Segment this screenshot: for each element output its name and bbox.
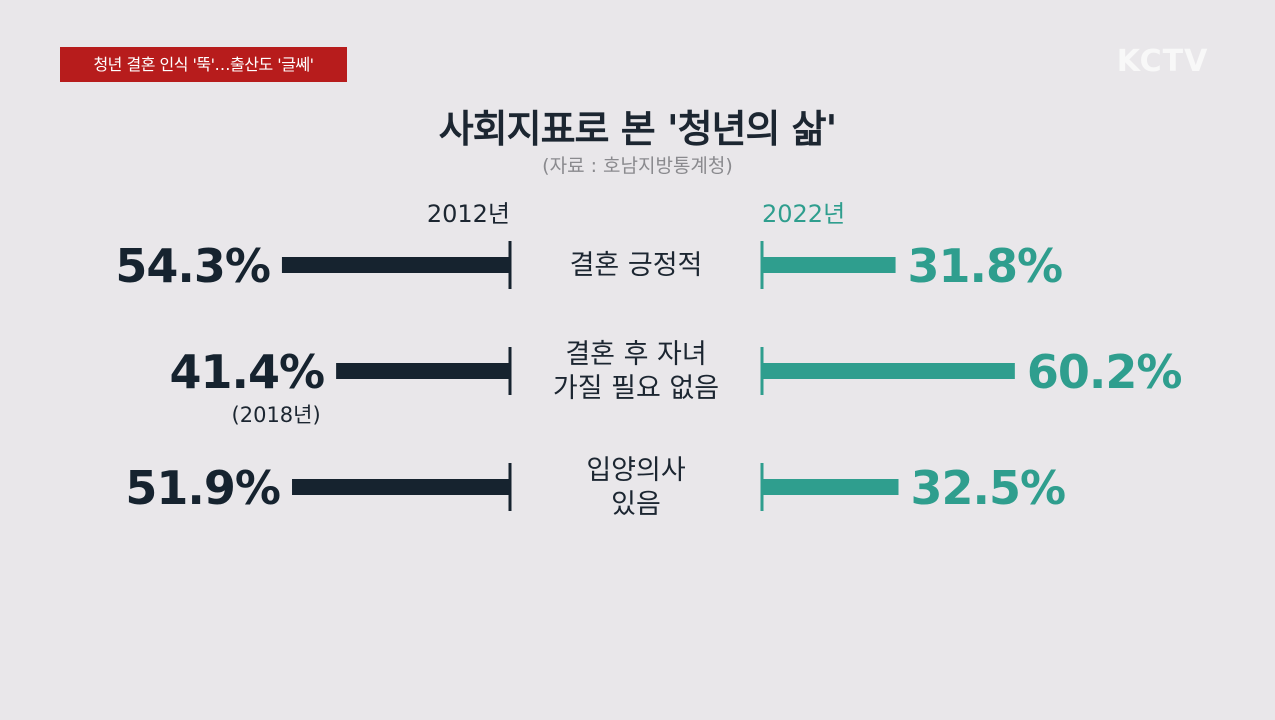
bar-right: [762, 363, 1015, 379]
bar-right: [762, 257, 896, 273]
bar-left: [281, 257, 510, 273]
value-label-right: 31.8%: [908, 239, 1063, 293]
category-label: 결혼 긍정적: [570, 250, 703, 281]
page-title: 사회지표로 본 '청년의 삶': [438, 107, 838, 151]
value-note-left: (2018년): [232, 403, 321, 427]
value-label-left: 41.4%: [170, 345, 325, 399]
category-label: 결혼 후 자녀: [565, 339, 706, 370]
category-label: 입양의사: [586, 455, 686, 486]
series-label-right: 2022년: [762, 200, 845, 228]
category-label: 가질 필요 없음: [553, 373, 719, 404]
source-note: (자료 : 호남지방통계청): [542, 155, 733, 177]
channel-logo: KCTV: [1116, 44, 1209, 79]
category-label: 있음: [611, 489, 661, 520]
bar-left: [336, 363, 510, 379]
value-label-left: 54.3%: [115, 239, 270, 293]
value-label-right: 32.5%: [911, 461, 1066, 515]
value-label-right: 60.2%: [1027, 345, 1182, 399]
headline-banner: 청년 결혼 인식 '뚝'…출산도 '글쎄': [60, 47, 347, 82]
value-label-left: 51.9%: [125, 461, 280, 515]
bar-right: [762, 479, 899, 495]
bar-left: [292, 479, 510, 495]
series-label-left: 2012년: [427, 200, 510, 228]
